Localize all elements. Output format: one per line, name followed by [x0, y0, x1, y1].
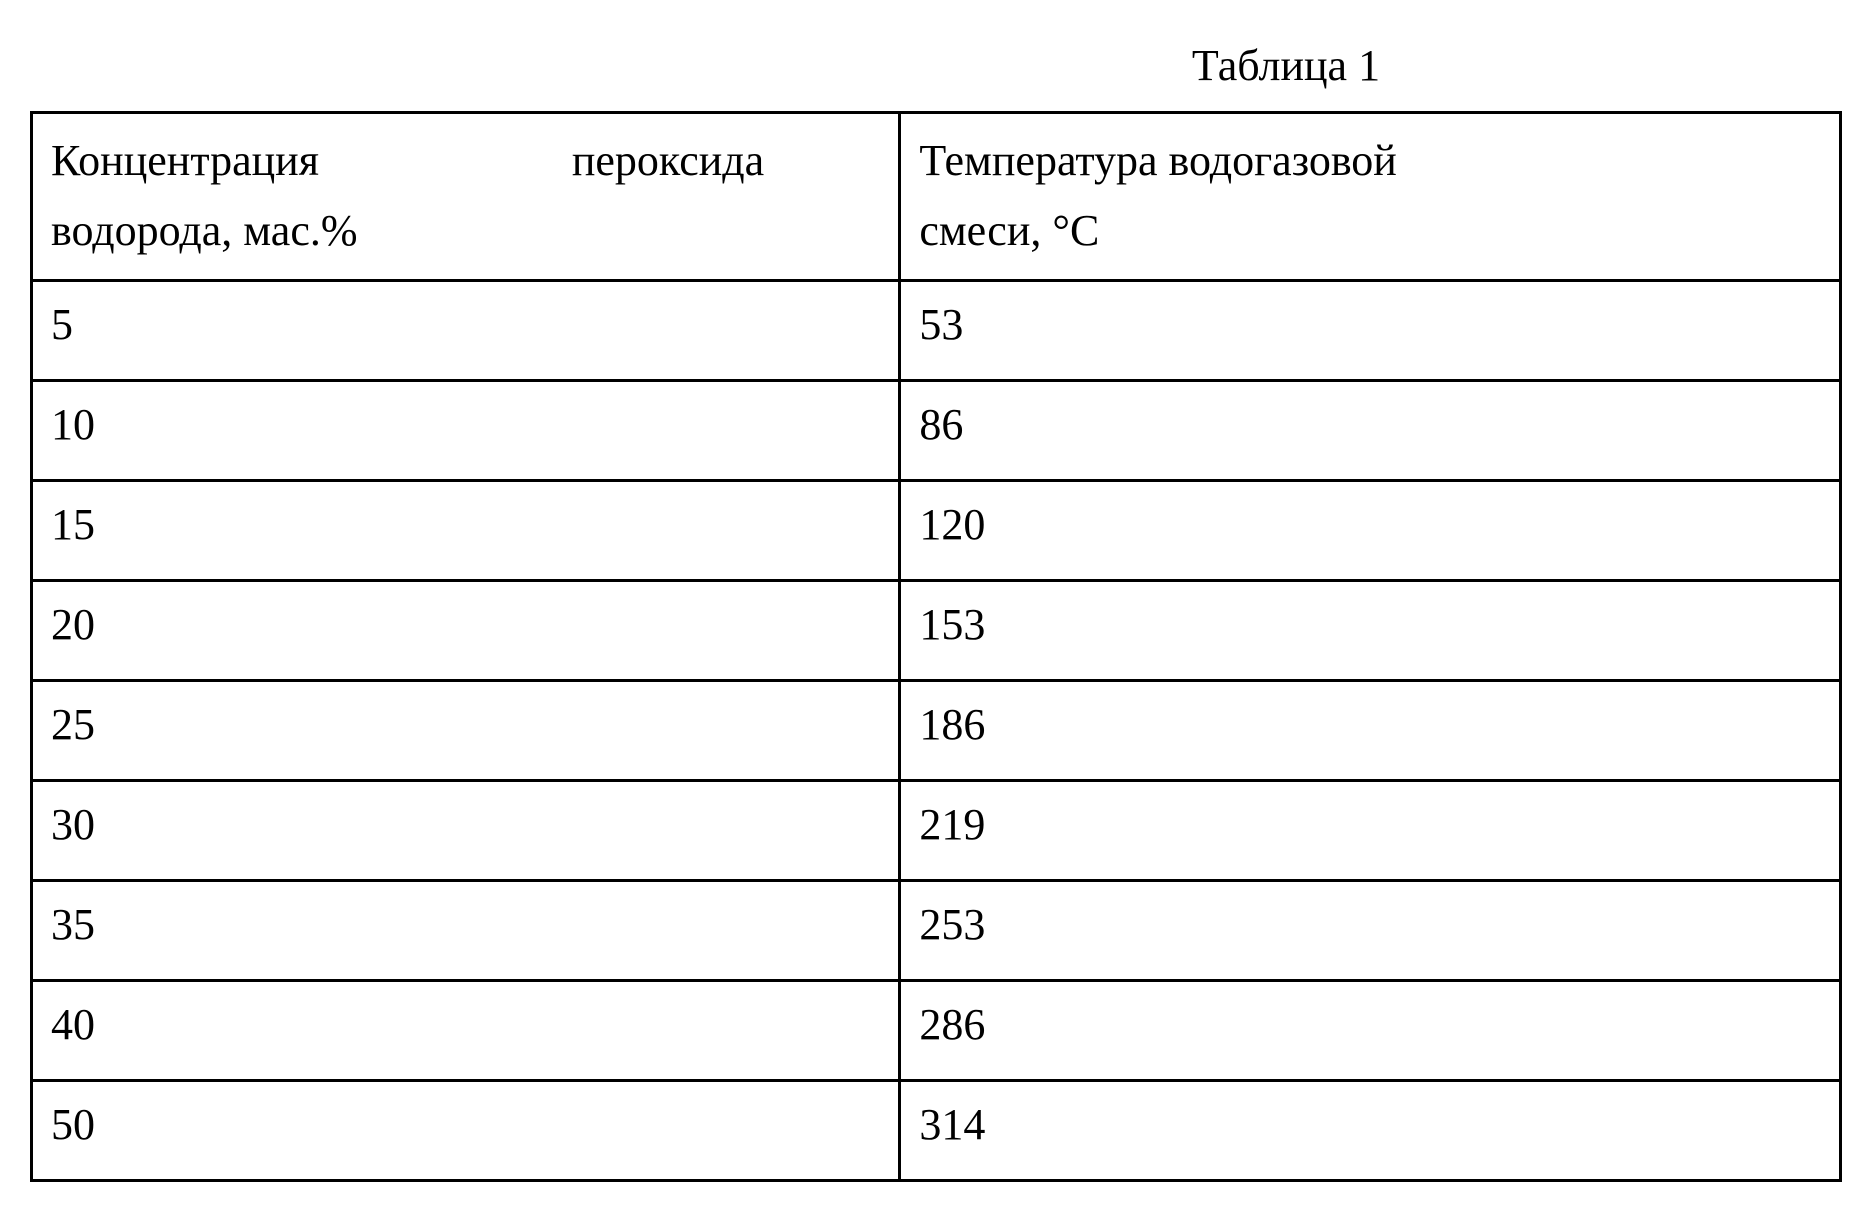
- col-header-word: Концентрация: [51, 126, 319, 196]
- col-header-concentration: Концентрация пероксида водорода, мас.%: [32, 113, 900, 281]
- cell-concentration: 35: [32, 880, 900, 980]
- cell-temperature: 314: [900, 1080, 1841, 1180]
- cell-temperature: 286: [900, 980, 1841, 1080]
- col-header-line: водорода, мас.%: [51, 196, 880, 266]
- table-header-row: Концентрация пероксида водорода, мас.% Т…: [32, 113, 1841, 281]
- table-row: 50 314: [32, 1080, 1841, 1180]
- cell-temperature: 186: [900, 680, 1841, 780]
- cell-concentration: 5: [32, 280, 900, 380]
- table-row: 15 120: [32, 480, 1841, 580]
- cell-temperature: 120: [900, 480, 1841, 580]
- cell-temperature: 53: [900, 280, 1841, 380]
- table-row: 25 186: [32, 680, 1841, 780]
- data-table: Концентрация пероксида водорода, мас.% Т…: [30, 111, 1842, 1182]
- cell-temperature: 219: [900, 780, 1841, 880]
- col-header-word: пероксида: [572, 126, 764, 196]
- cell-concentration: 10: [32, 380, 900, 480]
- table-row: 10 86: [32, 380, 1841, 480]
- cell-concentration: 30: [32, 780, 900, 880]
- table-row: 30 219: [32, 780, 1841, 880]
- col-header-temperature: Температура водогазовой смеси, °С: [900, 113, 1841, 281]
- table-row: 35 253: [32, 880, 1841, 980]
- cell-temperature: 86: [900, 380, 1841, 480]
- cell-concentration: 25: [32, 680, 900, 780]
- table-caption: Таблица 1: [730, 40, 1842, 91]
- cell-temperature: 153: [900, 580, 1841, 680]
- cell-concentration: 50: [32, 1080, 900, 1180]
- table-body: 5 53 10 86 15 120 20 153 25 186 30 219 3…: [32, 280, 1841, 1180]
- table-row: 20 153: [32, 580, 1841, 680]
- cell-concentration: 15: [32, 480, 900, 580]
- table-row: 40 286: [32, 980, 1841, 1080]
- col-header-line: Температура водогазовой: [919, 126, 1821, 196]
- table-row: 5 53: [32, 280, 1841, 380]
- cell-concentration: 40: [32, 980, 900, 1080]
- cell-concentration: 20: [32, 580, 900, 680]
- cell-temperature: 253: [900, 880, 1841, 980]
- col-header-line: смеси, °С: [919, 196, 1821, 266]
